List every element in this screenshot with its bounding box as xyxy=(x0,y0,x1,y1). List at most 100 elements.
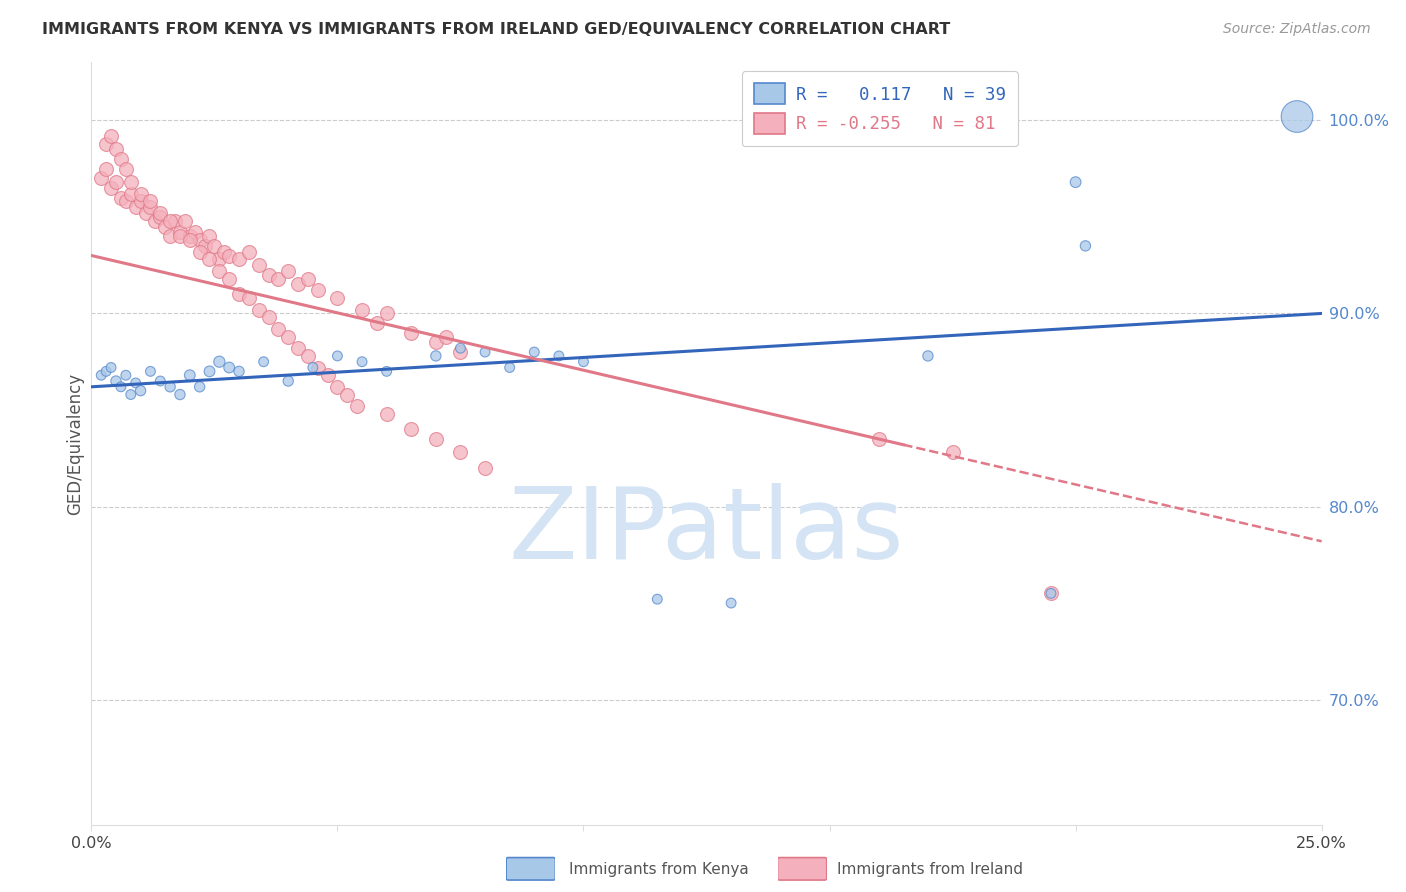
Text: ZIPatlas: ZIPatlas xyxy=(509,483,904,580)
Point xyxy=(247,302,270,317)
Point xyxy=(307,283,329,297)
Point xyxy=(169,387,191,401)
Point xyxy=(139,200,162,214)
Point xyxy=(1064,175,1087,189)
Point xyxy=(253,355,276,369)
Point xyxy=(96,136,117,151)
Point xyxy=(228,287,250,301)
Point xyxy=(139,194,162,209)
Point xyxy=(297,271,319,285)
Point xyxy=(307,360,329,375)
Point xyxy=(375,407,398,421)
Point xyxy=(129,186,152,201)
Point xyxy=(287,341,309,355)
Point xyxy=(326,380,349,394)
Point xyxy=(228,252,250,267)
Point xyxy=(257,310,280,325)
Point xyxy=(449,345,471,359)
Point xyxy=(523,345,546,359)
FancyBboxPatch shape xyxy=(506,857,555,880)
Point xyxy=(326,291,349,305)
Point xyxy=(228,364,250,378)
Point xyxy=(159,229,181,244)
Point xyxy=(474,461,496,475)
Point xyxy=(301,360,323,375)
FancyBboxPatch shape xyxy=(778,857,827,880)
Point xyxy=(202,239,225,253)
Point xyxy=(110,191,132,205)
Point xyxy=(868,432,890,446)
Point xyxy=(120,175,142,189)
Text: Immigrants from Kenya: Immigrants from Kenya xyxy=(569,863,749,877)
Point xyxy=(159,213,181,227)
Point xyxy=(238,291,260,305)
Point xyxy=(129,194,152,209)
Point xyxy=(90,171,112,186)
Point xyxy=(96,161,117,176)
Point xyxy=(277,374,299,388)
Point xyxy=(198,364,221,378)
Point xyxy=(399,326,422,340)
Point xyxy=(188,244,211,259)
Point xyxy=(110,380,132,394)
Point xyxy=(188,380,211,394)
Point xyxy=(375,364,398,378)
Point xyxy=(212,244,235,259)
Point xyxy=(100,128,122,143)
Point xyxy=(449,341,471,355)
Point xyxy=(1039,586,1063,600)
Point xyxy=(120,186,142,201)
Point xyxy=(105,142,127,156)
Point xyxy=(153,219,177,234)
Point xyxy=(1285,110,1308,124)
Point xyxy=(425,349,447,363)
Text: Immigrants from Ireland: Immigrants from Ireland xyxy=(837,863,1022,877)
Point xyxy=(120,387,142,401)
Point xyxy=(297,349,319,363)
Point xyxy=(188,233,211,247)
Point xyxy=(179,229,201,244)
Point xyxy=(474,345,496,359)
Point xyxy=(287,277,309,292)
Point xyxy=(124,200,146,214)
Point xyxy=(572,355,595,369)
Point xyxy=(352,302,374,317)
Point xyxy=(267,271,290,285)
Point xyxy=(193,239,217,253)
Point xyxy=(100,181,122,195)
Point xyxy=(100,360,122,375)
Point xyxy=(149,210,172,224)
Point xyxy=(720,596,742,610)
Point xyxy=(179,233,201,247)
Point xyxy=(218,248,240,262)
Point xyxy=(159,380,181,394)
Point xyxy=(247,258,270,272)
Point xyxy=(267,322,290,336)
Point xyxy=(183,225,207,239)
Point xyxy=(96,364,117,378)
Point xyxy=(547,349,569,363)
Point xyxy=(208,252,231,267)
Point xyxy=(1039,586,1063,600)
Text: Source: ZipAtlas.com: Source: ZipAtlas.com xyxy=(1223,22,1371,37)
Point xyxy=(105,175,127,189)
Point xyxy=(198,252,221,267)
Text: IMMIGRANTS FROM KENYA VS IMMIGRANTS FROM IRELAND GED/EQUIVALENCY CORRELATION CHA: IMMIGRANTS FROM KENYA VS IMMIGRANTS FROM… xyxy=(42,22,950,37)
Point xyxy=(326,349,349,363)
Point xyxy=(917,349,939,363)
Point xyxy=(90,368,112,383)
Point xyxy=(208,355,231,369)
Legend: R =   0.117   N = 39, R = -0.255   N = 81: R = 0.117 N = 39, R = -0.255 N = 81 xyxy=(742,71,1018,146)
Point xyxy=(218,360,240,375)
Point xyxy=(124,376,146,390)
Point xyxy=(218,271,240,285)
Point xyxy=(163,213,186,227)
Point xyxy=(645,592,669,607)
Point xyxy=(434,329,457,343)
Point xyxy=(169,225,191,239)
Y-axis label: GED/Equivalency: GED/Equivalency xyxy=(66,373,84,515)
Point xyxy=(238,244,260,259)
Point xyxy=(399,422,422,436)
Point xyxy=(941,445,963,459)
Point xyxy=(139,364,162,378)
